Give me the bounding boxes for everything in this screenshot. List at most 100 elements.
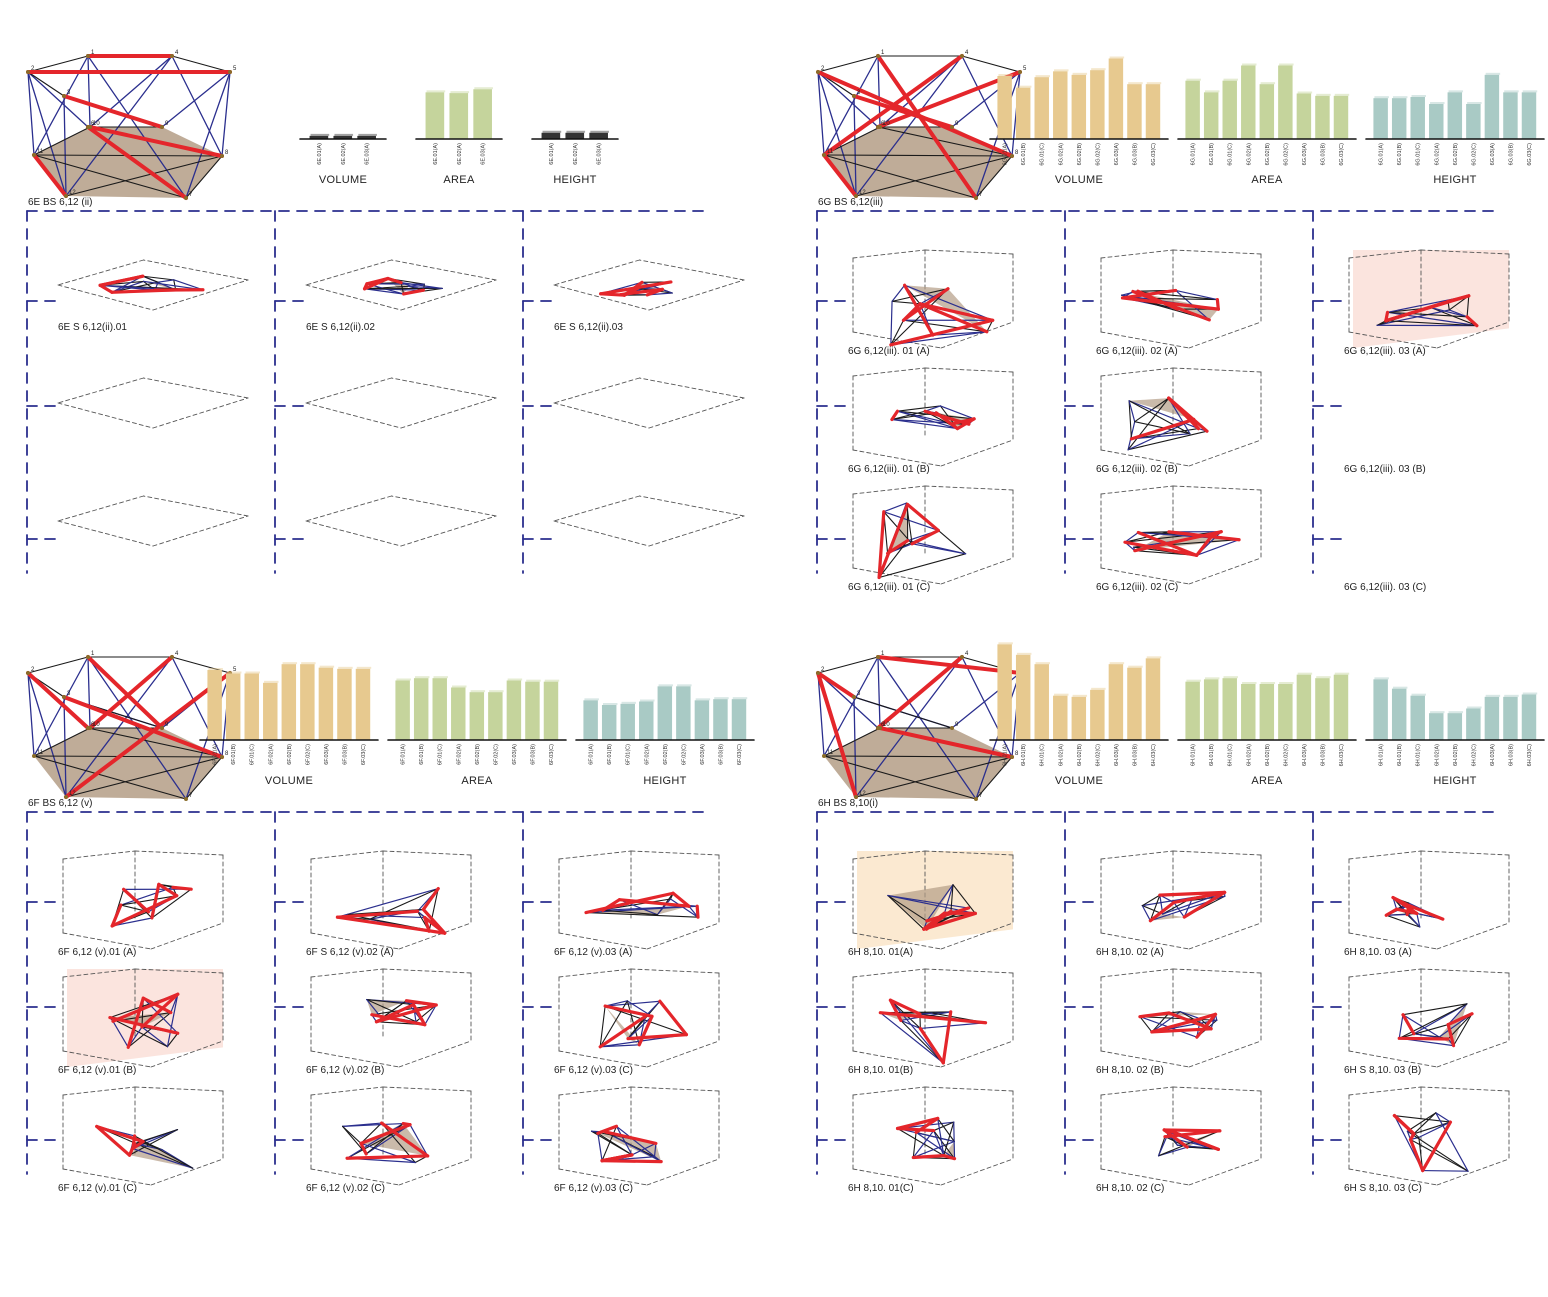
variant-label: 6G 6,12(iii). 03 (B) — [1344, 464, 1426, 475]
tick-label: 6H.02(B) — [1265, 744, 1271, 766]
bar-shadow — [245, 671, 260, 674]
charts: 6G.01(A) 6G.01(B) 6G.01(C) 6G.02(A) 6G.02(B)… — [989, 56, 1545, 186]
tick-label: 6E.01(A) — [317, 143, 323, 165]
bar-shadow — [1485, 72, 1501, 75]
tick-label: 6H.03(A) — [1490, 744, 1496, 766]
bbox-edge — [305, 520, 402, 547]
variant-label: 6F S 6,12 (v).02 (A) — [306, 947, 394, 958]
red-member — [1397, 1036, 1450, 1041]
bbox-edge — [1348, 1168, 1438, 1186]
bar-shadow — [1411, 95, 1426, 97]
blue-member — [120, 886, 174, 906]
bar-shadow — [1411, 693, 1426, 696]
node-number: 10 — [93, 722, 100, 728]
red-member — [645, 287, 665, 297]
node-number: 10 — [883, 121, 890, 127]
variant: 6F 6,12 (v).03 (C) — [554, 968, 720, 1076]
node-dot — [26, 671, 30, 675]
tick-label: 6F.01(C) — [626, 744, 632, 765]
bar — [333, 135, 353, 139]
bar-shadow — [544, 679, 560, 682]
chart-axis-label: AREA — [443, 174, 475, 186]
blue-member — [1447, 1003, 1468, 1026]
base-blue-member — [823, 656, 879, 757]
tick-label: 6G.02(A) — [1058, 143, 1064, 165]
bar — [244, 673, 259, 740]
bar-shadow — [282, 662, 298, 665]
bar — [997, 644, 1012, 740]
bar — [1373, 679, 1388, 740]
black-member — [1386, 311, 1468, 318]
tick-label: 6G.01(B) — [1021, 143, 1027, 165]
node-number: 1 — [91, 50, 95, 56]
black-member — [902, 319, 988, 333]
base-red-member — [86, 655, 164, 730]
bbox-edge — [391, 259, 497, 281]
black-member — [1398, 1003, 1468, 1039]
bar — [1090, 70, 1105, 139]
variant-label: 6F 6,12 (v).03 (C) — [554, 1183, 633, 1194]
blue-member — [597, 1132, 603, 1162]
bar — [1203, 679, 1219, 740]
blue-member — [891, 284, 906, 302]
bar — [1447, 92, 1463, 139]
bbox-edge — [382, 1086, 472, 1092]
bar-shadow — [507, 678, 523, 681]
red-member — [110, 288, 178, 294]
base-red-member — [88, 125, 224, 158]
black-member — [1430, 307, 1478, 327]
tick-label: 6G.02(B) — [1077, 143, 1083, 165]
black-member — [1385, 320, 1478, 327]
bar-shadow — [452, 685, 467, 688]
floor-plane — [597, 1133, 662, 1162]
node-number: 8 — [225, 150, 229, 156]
node-number: 5 — [233, 667, 237, 673]
node-dot — [1010, 154, 1014, 158]
black-member — [896, 1127, 945, 1157]
blue-member — [915, 1131, 956, 1160]
base-blue-member — [65, 55, 173, 197]
bar-shadow — [1186, 679, 1201, 682]
red-member — [888, 998, 903, 1023]
variant: 6E S 6,12(ii).01 — [57, 259, 249, 333]
blue-member — [933, 1129, 945, 1157]
variant: 6G 6,12(iii). 02 (A) — [1096, 249, 1262, 357]
bbox-edge — [62, 1050, 152, 1068]
base-black-member — [855, 756, 1013, 798]
blue-member — [1128, 400, 1136, 423]
variant-label: 6F 6,12 (v).03 (C) — [554, 1065, 633, 1076]
black-member — [943, 1121, 955, 1157]
base-blue-member — [63, 95, 67, 197]
blue-member — [407, 285, 443, 290]
black-member — [1409, 1138, 1469, 1172]
bar-shadow — [695, 698, 711, 701]
bar — [1503, 92, 1518, 139]
bbox-edge — [398, 922, 472, 950]
tick-label: 6F.01(C) — [438, 744, 444, 765]
bbox-edge — [1100, 932, 1190, 950]
tick-label: 6G.03(C) — [1151, 143, 1157, 166]
base-blue-member — [817, 71, 879, 128]
bbox-edge — [1100, 249, 1174, 259]
red-member — [1391, 895, 1419, 916]
bar — [1108, 664, 1124, 740]
red-member — [1150, 1027, 1213, 1034]
bbox-edge — [1172, 968, 1262, 974]
bbox-edge — [1100, 367, 1174, 377]
node-dot — [960, 655, 964, 659]
bar — [1259, 84, 1275, 139]
base-blue-member — [63, 696, 67, 798]
bar-shadow — [1430, 102, 1445, 104]
node-dot — [974, 797, 978, 801]
variant — [553, 377, 745, 429]
tick-label: 6F.01(B) — [231, 744, 237, 765]
black-member — [142, 275, 175, 281]
black-member — [166, 1032, 179, 1048]
node-dot — [878, 125, 882, 129]
bbox-edge — [62, 932, 152, 950]
tick-label: 6H.02(C) — [1471, 744, 1477, 766]
base-blue-member — [27, 71, 67, 197]
bbox-edge — [134, 850, 224, 856]
tick-label: 6H.01(C) — [1040, 744, 1046, 766]
